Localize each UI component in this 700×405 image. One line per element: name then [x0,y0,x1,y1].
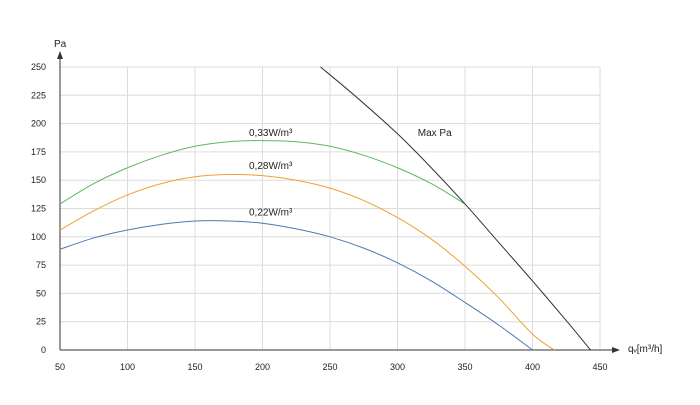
x-tick-label-100: 100 [120,362,135,372]
x-tick-label-200: 200 [255,362,270,372]
y-tick-label-0: 0 [41,345,46,355]
y-tick-label-125: 125 [31,204,46,214]
series-line-0-33w-m [59,140,466,205]
grid [60,66,601,350]
y-tick-label-175: 175 [31,147,46,157]
curve-label-0-22w-m: 0,22W/m³ [249,207,293,218]
x-tick-label-400: 400 [525,362,540,372]
x-tick-label-150: 150 [187,362,202,372]
y-axis-arrow-icon [57,51,63,59]
x-axis-title: qᵥ[m³/h] [628,344,663,355]
x-tick-labels: 50 100 150 200 250 300 350 400 450 [55,362,608,372]
series-line-0-22w-m [59,220,533,351]
y-tick-label-150: 150 [31,175,46,185]
y-tick-label-200: 200 [31,119,46,129]
curve-label-0-33w-m: 0,33W/m³ [249,128,293,139]
y-tick-label-50: 50 [36,288,46,298]
y-tick-label-100: 100 [31,232,46,242]
y-tick-label-250: 250 [31,62,46,72]
x-tick-label-350: 350 [457,362,472,372]
y-tick-label-225: 225 [31,90,46,100]
y-axis-title: Pa [54,39,67,50]
x-axis-arrow-icon [612,347,620,353]
y-tick-label-25: 25 [36,317,46,327]
annotations: 0,33W/m³ 0,28W/m³ 0,22W/m³ Max Pa [249,128,452,218]
y-tick-labels: 0 25 50 75 100 125 150 175 200 225 250 [31,62,46,355]
y-tick-label-75: 75 [36,260,46,270]
curve-label-0-28w-m: 0,28W/m³ [249,161,293,172]
series-line-0-28w-m [59,173,555,351]
series [59,66,591,351]
series-line-max-pa [320,66,591,351]
axes [57,51,620,353]
x-tick-label-450: 450 [592,362,607,372]
x-tick-label-300: 300 [390,362,405,372]
x-tick-label-250: 250 [322,362,337,372]
curve-label-max-pa: Max Pa [418,128,452,139]
x-tick-label-50: 50 [55,362,65,372]
